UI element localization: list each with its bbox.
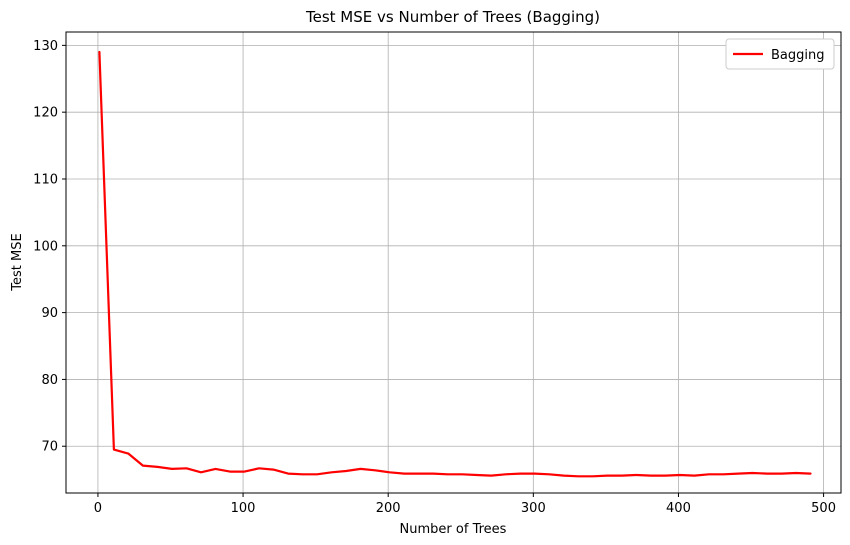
y-tick-label: 120: [33, 106, 58, 121]
series-line-bagging: [98, 50, 812, 478]
x-tick-label: 500: [811, 501, 836, 516]
x-ticks: 0 100 200 300 400 500: [94, 493, 836, 516]
x-tick-label: 400: [666, 501, 691, 516]
x-tick-label: 100: [231, 501, 256, 516]
legend: Bagging: [725, 38, 835, 70]
grid: [66, 32, 841, 493]
y-tick-label: 80: [41, 373, 58, 388]
y-tick-label: 70: [41, 440, 58, 455]
x-tick-label: 200: [376, 501, 401, 516]
y-ticks: 70 80 90 100 110 120 130: [33, 39, 66, 455]
series-layer: [98, 50, 812, 478]
x-axis-label: Number of Trees: [400, 522, 507, 537]
x-tick-label: 0: [94, 501, 102, 516]
y-tick-label: 100: [33, 239, 58, 254]
legend-box: [725, 38, 835, 70]
x-tick-label: 300: [521, 501, 546, 516]
y-tick-label: 110: [33, 172, 58, 187]
y-tick-label: 130: [33, 39, 58, 54]
y-tick-label: 90: [41, 306, 58, 321]
chart-title: Test MSE vs Number of Trees (Bagging): [305, 8, 600, 26]
plot-frame: [65, 31, 842, 494]
legend-label: Bagging: [771, 48, 825, 63]
y-axis-label: Test MSE: [10, 233, 25, 291]
